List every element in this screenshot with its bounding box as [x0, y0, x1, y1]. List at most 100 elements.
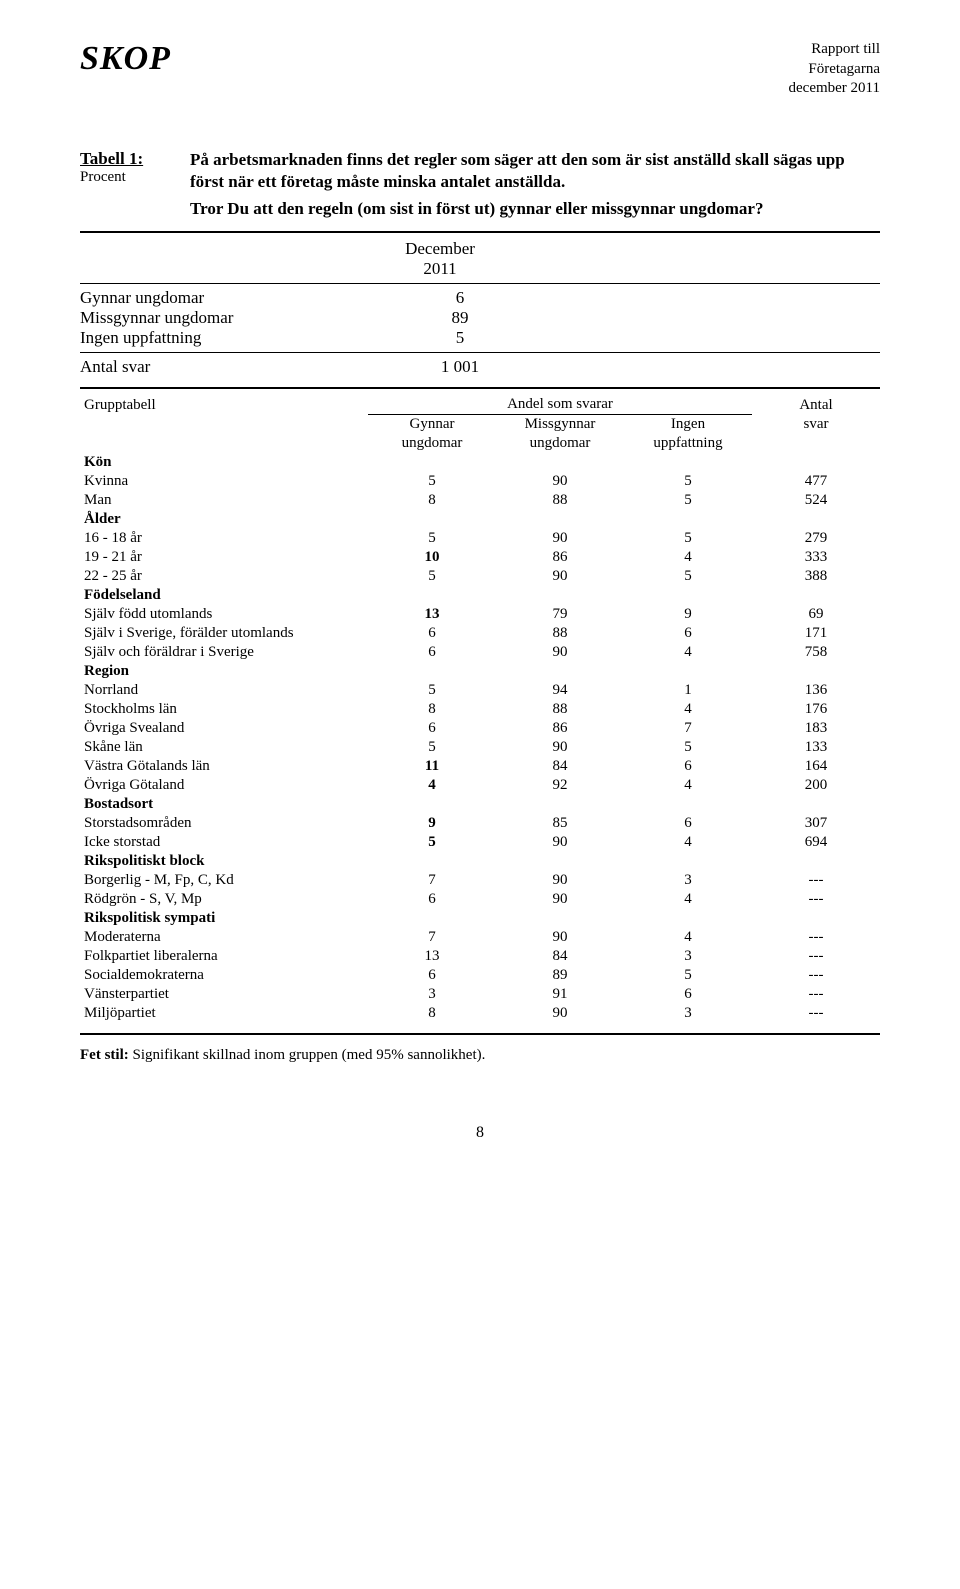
- row-value: ---: [752, 947, 880, 966]
- row-value: 133: [752, 738, 880, 757]
- row-value: 90: [496, 567, 624, 586]
- summary-label: Missgynnar ungdomar: [80, 308, 380, 328]
- period-bottom: 2011: [380, 259, 500, 279]
- group-title: Kön: [80, 453, 368, 472]
- row-value: 90: [496, 928, 624, 947]
- row-value: 4: [368, 776, 496, 795]
- row-value: 7: [624, 719, 752, 738]
- row-value: 7: [368, 871, 496, 890]
- row-value: 86: [496, 719, 624, 738]
- col-header-c1-bot: ungdomar: [368, 434, 496, 453]
- table-row: Själv och föräldrar i Sverige6904758: [80, 643, 880, 662]
- col-header-c3-top: Ingen: [624, 415, 752, 435]
- group-header-row: Bostadsort: [80, 795, 880, 814]
- row-value: 10: [368, 548, 496, 567]
- tabell-number: Tabell 1:: [80, 149, 190, 169]
- group-header-row: Region: [80, 662, 880, 681]
- footnote-text: Signifikant skillnad inom gruppen (med 9…: [132, 1047, 485, 1063]
- document-page: SKOP Rapport till Företagarna december 2…: [0, 0, 960, 1202]
- row-value: 13: [368, 605, 496, 624]
- row-value: 4: [624, 833, 752, 852]
- row-value: 164: [752, 757, 880, 776]
- table-header-row-3: ungdomar ungdomar uppfattning: [80, 434, 880, 453]
- row-label: Borgerlig - M, Fp, C, Kd: [80, 871, 368, 890]
- row-label: Folkpartiet liberalerna: [80, 947, 368, 966]
- summary-rows: Gynnar ungdomar 6 Missgynnar ungdomar 89…: [80, 288, 880, 348]
- table-row: Man8885524: [80, 491, 880, 510]
- row-value: 89: [496, 966, 624, 985]
- divider: [80, 387, 880, 389]
- table-row: 19 - 21 år10864333: [80, 548, 880, 567]
- table-row: Rödgrön - S, V, Mp6904---: [80, 890, 880, 909]
- table-row: Skåne län5905133: [80, 738, 880, 757]
- row-value: 90: [496, 833, 624, 852]
- summary-header: December 2011: [80, 239, 880, 279]
- row-value: 88: [496, 491, 624, 510]
- col-header-c2-top: Missgynnar: [496, 415, 624, 435]
- row-label: Skåne län: [80, 738, 368, 757]
- row-label: Rödgrön - S, V, Mp: [80, 890, 368, 909]
- period-top: December: [380, 239, 500, 259]
- row-value: 333: [752, 548, 880, 567]
- table-row: Storstadsområden9856307: [80, 814, 880, 833]
- table-row: Socialdemokraterna6895---: [80, 966, 880, 985]
- table-row: Övriga Svealand6867183: [80, 719, 880, 738]
- row-value: 307: [752, 814, 880, 833]
- summary-value: 6: [380, 288, 520, 308]
- row-label: 22 - 25 år: [80, 567, 368, 586]
- row-value: 6: [624, 814, 752, 833]
- divider: [80, 283, 880, 284]
- group-title: Bostadsort: [80, 795, 368, 814]
- row-value: 92: [496, 776, 624, 795]
- table-row: Folkpartiet liberalerna13843---: [80, 947, 880, 966]
- row-label: Övriga Svealand: [80, 719, 368, 738]
- table-row: Borgerlig - M, Fp, C, Kd7903---: [80, 871, 880, 890]
- row-value: 3: [624, 947, 752, 966]
- summary-row: Gynnar ungdomar 6: [80, 288, 880, 308]
- antal-svar-label: Antal svar: [80, 357, 380, 377]
- group-title: Födelseland: [80, 586, 368, 605]
- table-row: Själv född utomlands1379969: [80, 605, 880, 624]
- group-title: Rikspolitiskt block: [80, 852, 368, 871]
- row-value: 90: [496, 890, 624, 909]
- row-value: 88: [496, 624, 624, 643]
- row-value: 6: [368, 966, 496, 985]
- row-value: ---: [752, 871, 880, 890]
- antal-svar-row: Antal svar 1 001: [80, 357, 880, 377]
- row-value: 5: [368, 472, 496, 491]
- antal-svar-value: 1 001: [380, 357, 520, 377]
- row-value: 4: [624, 928, 752, 947]
- group-header-row: Födelseland: [80, 586, 880, 605]
- row-value: 3: [624, 871, 752, 890]
- row-label: Västra Götalands län: [80, 757, 368, 776]
- row-value: 6: [624, 624, 752, 643]
- row-value: 279: [752, 529, 880, 548]
- table-row: 22 - 25 år5905388: [80, 567, 880, 586]
- row-value: 388: [752, 567, 880, 586]
- row-value: 3: [624, 1004, 752, 1023]
- row-value: 8: [368, 1004, 496, 1023]
- row-value: 79: [496, 605, 624, 624]
- group-title: Rikspolitisk sympati: [80, 909, 368, 928]
- row-value: 5: [368, 529, 496, 548]
- row-value: 13: [368, 947, 496, 966]
- summary-value: 5: [380, 328, 520, 348]
- row-value: 5: [624, 472, 752, 491]
- col-header-antal: Antal: [752, 395, 880, 415]
- footnote-prefix: Fet stil:: [80, 1047, 129, 1063]
- table-row: Moderaterna7904---: [80, 928, 880, 947]
- row-value: 88: [496, 700, 624, 719]
- col-header-c2-bot: ungdomar: [496, 434, 624, 453]
- page-number: 8: [80, 1124, 880, 1142]
- row-value: 5: [624, 738, 752, 757]
- table-row: Icke storstad5904694: [80, 833, 880, 852]
- row-label: Stockholms län: [80, 700, 368, 719]
- row-value: 200: [752, 776, 880, 795]
- row-label: Moderaterna: [80, 928, 368, 947]
- question-block: På arbetsmarknaden finns det regler som …: [190, 149, 880, 222]
- report-meta: Rapport till Företagarna december 2011: [789, 40, 881, 99]
- divider: [80, 231, 880, 233]
- table-header-row-2: Gynnar Missgynnar Ingen svar: [80, 415, 880, 435]
- summary-label: Ingen uppfattning: [80, 328, 380, 348]
- table-row: 16 - 18 år5905279: [80, 529, 880, 548]
